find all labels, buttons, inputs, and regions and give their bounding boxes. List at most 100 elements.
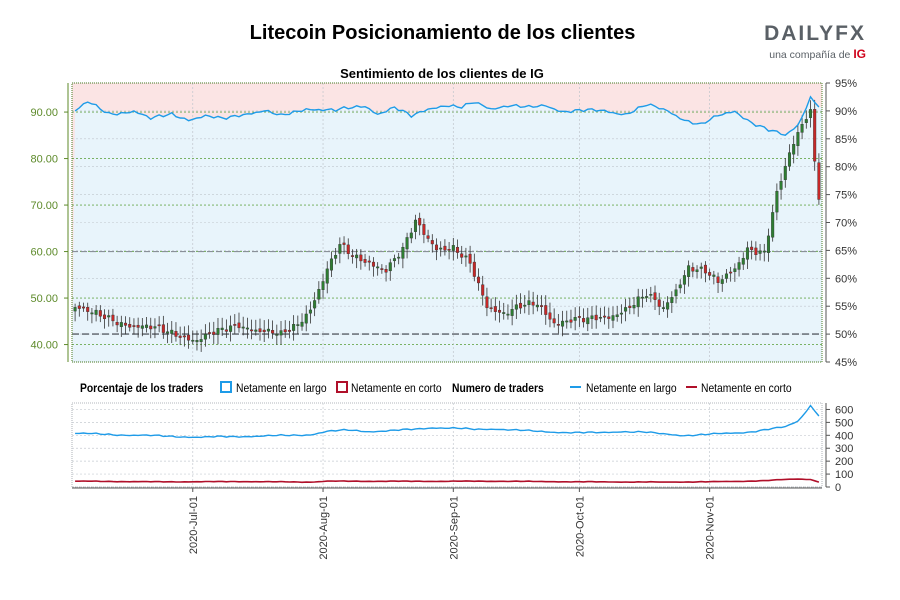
candle-body	[149, 325, 153, 330]
right-axis-label: 55%	[835, 301, 857, 313]
bottom-axis-label: 100	[835, 469, 853, 481]
candle-body	[401, 246, 405, 259]
date-axis: 2020-Jul-01 2020-Aug-01 2020-Sep-01 2020-Oc…	[72, 487, 822, 560]
dailyfx-logo[interactable]: DAILYFX una compañía de IG	[752, 22, 870, 62]
candle-body	[741, 257, 745, 265]
candle-body	[447, 249, 451, 251]
candle-body	[94, 309, 98, 315]
date-axis-label: 2020-Sep-01	[448, 496, 460, 560]
legend-num-short-label[interactable]: Netamente en corto	[701, 382, 792, 395]
candle-body	[392, 258, 396, 262]
left-axis-label: 90.00	[30, 107, 58, 119]
candle-body	[565, 320, 569, 323]
candle-body	[540, 305, 544, 307]
left-axis: 40.00 50.00 60.00 70.00 80.00 90.00	[30, 83, 69, 362]
candle-body	[716, 276, 720, 283]
candle-body	[754, 247, 758, 256]
candle-body	[636, 296, 640, 308]
candle-body	[98, 310, 102, 317]
candle-body	[128, 324, 132, 328]
long-percent-line	[74, 95, 820, 136]
candle-body	[611, 315, 615, 321]
candle-body	[561, 320, 565, 327]
candle-body	[262, 329, 266, 333]
candle-body	[468, 253, 472, 264]
bottom-axis-label: 200	[835, 456, 853, 468]
bottom-grid	[71, 402, 823, 488]
bottom-axis-label: 400	[835, 430, 853, 442]
candle-body	[485, 296, 489, 309]
candle-body	[443, 245, 447, 251]
candle-body	[325, 268, 329, 284]
candle-body	[208, 332, 212, 334]
candle-body	[674, 289, 678, 297]
candle-body	[359, 254, 363, 262]
candle-body	[355, 254, 359, 259]
candle-body	[132, 325, 136, 327]
candle-body	[199, 339, 203, 342]
candle-body	[174, 331, 178, 337]
candle-body	[649, 294, 653, 296]
candle-body	[170, 329, 174, 334]
right-axis-label: 95%	[835, 78, 857, 90]
candle-body	[498, 309, 502, 313]
date-axis-label: 2020-Oct-01	[574, 496, 586, 557]
candle-body	[279, 330, 283, 336]
candle-body	[233, 324, 237, 326]
candle-body	[157, 324, 161, 327]
candle-body	[283, 329, 287, 333]
candle-body	[792, 144, 796, 155]
candle-body	[582, 318, 586, 323]
candle-body	[77, 305, 81, 309]
candle-body	[166, 331, 170, 334]
right-axis-label: 50%	[835, 329, 857, 341]
legend-pct-title: Porcentaje de los traders	[80, 382, 203, 395]
candle-body	[523, 304, 527, 307]
candle-body	[640, 296, 644, 299]
legend: Porcentaje de los traders Netamente en l…	[80, 381, 792, 395]
candle-body	[346, 244, 350, 254]
candle-body	[687, 265, 691, 277]
legend-pct-long-swatch[interactable]	[220, 381, 232, 393]
candle-body	[569, 319, 573, 323]
candle-body	[477, 276, 481, 284]
candle-body	[682, 275, 686, 285]
candle-body	[342, 242, 346, 245]
right-axis-label: 80%	[835, 162, 857, 174]
legend-pct-long-label[interactable]: Netamente en largo	[236, 382, 327, 395]
candle-body	[615, 314, 619, 318]
candle-body	[90, 312, 94, 315]
candle-body	[409, 232, 413, 239]
legend-pct-short-label[interactable]: Netamente en corto	[351, 382, 442, 395]
candle-body	[195, 340, 199, 343]
legend-pct-short-swatch[interactable]	[336, 381, 348, 393]
candle-body	[733, 268, 737, 272]
right-axis-label: 70%	[835, 218, 857, 230]
page-title: Litecoin Posicionamiento de los clientes	[249, 22, 636, 44]
candle-body	[229, 325, 233, 332]
candle-body	[472, 261, 476, 277]
top-plot-frame	[71, 82, 823, 363]
candle-body	[800, 124, 804, 133]
candle-body	[153, 326, 157, 329]
candles	[73, 99, 821, 352]
candle-body	[241, 326, 245, 329]
right-axis-label: 90%	[835, 106, 857, 118]
logo-wordmark: DAILYFX	[764, 22, 866, 45]
candle-body	[464, 255, 468, 258]
candle-body	[808, 109, 813, 118]
candle-body	[111, 314, 115, 322]
candle-body	[603, 315, 607, 318]
candle-body	[632, 305, 636, 309]
candle-body	[796, 132, 800, 147]
left-axis-label: 60.00	[30, 247, 58, 259]
candle-body	[544, 305, 548, 315]
candle-body	[556, 324, 560, 326]
candle-body	[275, 334, 279, 336]
candle-body	[115, 321, 119, 326]
candle-body	[350, 255, 354, 257]
candle-body	[187, 334, 191, 341]
candle-body	[766, 235, 770, 253]
bottom-axis-label: 0	[835, 482, 841, 494]
legend-num-long-label[interactable]: Netamente en largo	[586, 382, 677, 395]
